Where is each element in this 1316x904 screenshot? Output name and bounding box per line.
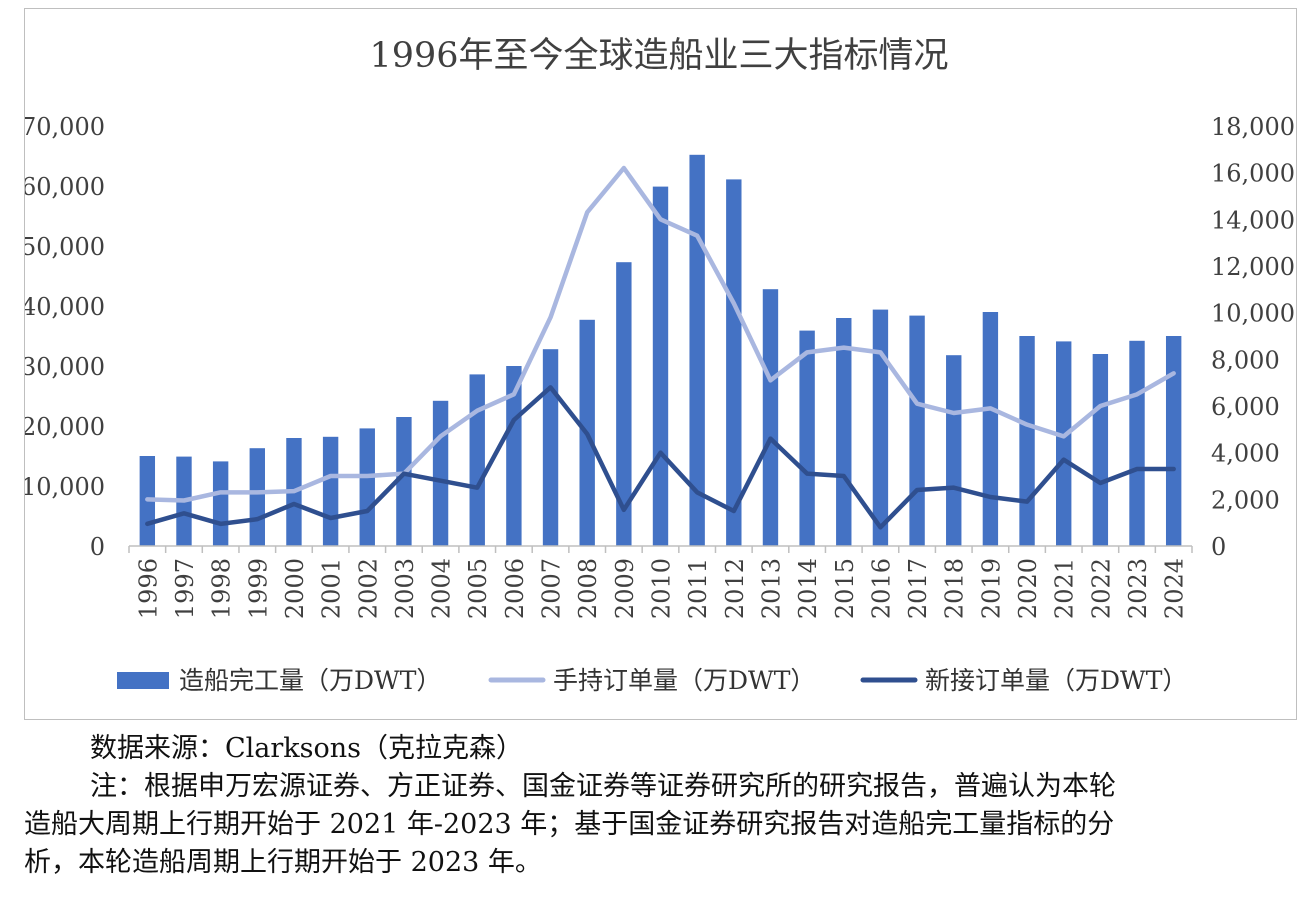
bar-1998	[212, 461, 229, 546]
bar-2021	[1056, 341, 1072, 546]
bar-2001	[322, 436, 339, 546]
x-tick-label: 2005	[464, 558, 492, 619]
legend: 造船完工量（万DWT） 手持订单量（万DWT） 新接订单量（万DWT）	[117, 666, 1187, 695]
left-tick-label: 20,000	[25, 413, 105, 441]
left-tick-label: 30,000	[25, 353, 105, 381]
x-tick-label: 1999	[244, 558, 272, 619]
legend-label: 新接订单量（万DWT）	[925, 666, 1187, 695]
chart-frame: 1996年至今全球造船业三大指标情况 0 10,000 20,000 30,000 40…	[24, 8, 1297, 720]
chart-svg: 1996年至今全球造船业三大指标情况 0 10,000 20,000 30,000 40…	[25, 36, 1295, 695]
bar-1999	[249, 448, 265, 546]
note-block: 注：根据申万宏源证券、方正证券、国金证券等证券研究所的研究报告，普遍认为本轮 造…	[24, 768, 1294, 882]
right-tick-label: 4,000	[1211, 440, 1280, 468]
note-line-1: 注：根据申万宏源证券、方正证券、国金证券等证券研究所的研究报告，普遍认为本轮	[90, 771, 1116, 802]
x-tick-label: 1998	[208, 558, 236, 619]
bar-2006	[506, 366, 522, 546]
x-tick-label: 2009	[611, 558, 639, 619]
bar-2016	[872, 309, 889, 546]
data-source: 数据来源：Clarksons（克拉克森）	[90, 733, 524, 764]
bar-2018	[946, 355, 962, 546]
bar-2011	[689, 154, 705, 547]
chart-title: 1996年至今全球造船业三大指标情况	[369, 36, 948, 76]
right-tick-label: 8,000	[1211, 346, 1280, 374]
note-line-3: 析，本轮造船周期上行期开始于 2023 年。	[24, 847, 542, 878]
right-tick-label: 6,000	[1211, 393, 1280, 421]
bar-2010	[652, 186, 669, 546]
x-tick-label: 1996	[134, 558, 162, 619]
x-tick-label: 2003	[391, 558, 419, 619]
x-tick-label: 2015	[831, 558, 859, 619]
x-tick-label: 2007	[538, 558, 566, 619]
right-tick-label: 2,000	[1211, 486, 1280, 514]
x-tick-label: 2001	[318, 558, 346, 619]
x-tick-label: 2008	[574, 558, 602, 619]
bar-2004	[432, 400, 449, 546]
bar-2019	[982, 312, 999, 546]
right-axis: 0 2,000 4,000 6,000 8,000 10,000 12,000 14,000 1…	[1211, 113, 1295, 561]
bar-series	[139, 154, 1182, 547]
x-tick-label: 2012	[721, 558, 749, 619]
right-tick-label: 18,000	[1211, 113, 1295, 141]
right-tick-label: 10,000	[1211, 300, 1295, 328]
legend-label: 手持订单量（万DWT）	[553, 666, 815, 695]
x-tick-label: 2002	[354, 558, 382, 619]
left-tick-label: 10,000	[25, 473, 105, 501]
bar-2003	[396, 417, 412, 546]
x-tick-label: 2013	[757, 558, 785, 619]
right-tick-label: 0	[1211, 533, 1226, 561]
legend-swatch-bar	[117, 672, 169, 689]
left-tick-label: 50,000	[25, 233, 105, 261]
bar-2024	[1165, 336, 1182, 546]
x-tick-label: 2019	[977, 558, 1005, 619]
left-tick-label: 0	[90, 533, 105, 561]
line-series-1	[145, 165, 1176, 503]
bar-2017	[909, 315, 925, 546]
bar-2015	[836, 318, 852, 546]
bar-2012	[726, 179, 742, 546]
bar-2009	[616, 262, 632, 546]
x-tick-label: 2014	[794, 558, 822, 619]
bar-2020	[1019, 336, 1035, 546]
x-tick-label: 2020	[1014, 558, 1042, 619]
x-tick-label: 2018	[941, 558, 969, 619]
x-tick-label: 2010	[648, 558, 676, 619]
bar-2014	[799, 330, 815, 546]
right-tick-label: 12,000	[1211, 253, 1295, 281]
line-series-2	[145, 385, 1176, 530]
x-tick-label: 2006	[501, 558, 529, 619]
x-tick-label: 2004	[428, 558, 456, 619]
x-tick-label: 2017	[904, 558, 932, 619]
left-tick-label: 70,000	[25, 113, 105, 141]
bar-2023	[1129, 340, 1145, 546]
x-tick-label: 2024	[1161, 558, 1189, 619]
bar-2022	[1092, 354, 1109, 546]
x-tick-label: 2023	[1124, 558, 1152, 619]
x-tick-label: 2022	[1087, 558, 1115, 619]
legend-label: 造船完工量（万DWT）	[179, 666, 441, 695]
source-line: 数据来源：Clarksons（克拉克森）	[24, 730, 1294, 768]
x-tick-label: 2016	[867, 558, 895, 619]
left-tick-label: 40,000	[25, 293, 105, 321]
bar-2005	[469, 374, 485, 546]
x-tick-label: 2000	[281, 558, 309, 619]
note-line-2: 造船大周期上行期开始于 2021 年-2023 年；基于国金证券研究报告对造船完…	[24, 809, 1115, 840]
right-tick-label: 16,000	[1211, 160, 1295, 188]
x-axis: 1996 1997 1998 1999 2000 2001 2002 2003 2004 2005…	[128, 545, 1193, 619]
line-series	[145, 165, 1176, 530]
bar-2007	[542, 349, 559, 546]
x-tick-label: 2011	[684, 558, 712, 619]
left-tick-label: 60,000	[25, 173, 105, 201]
right-tick-label: 14,000	[1211, 206, 1295, 234]
left-axis: 0 10,000 20,000 30,000 40,000 50,000 60,000 70,…	[25, 113, 105, 561]
x-tick-label: 1997	[171, 558, 199, 619]
x-tick-label: 2021	[1051, 558, 1079, 619]
bar-2013	[762, 289, 779, 546]
bar-2002	[359, 428, 375, 546]
